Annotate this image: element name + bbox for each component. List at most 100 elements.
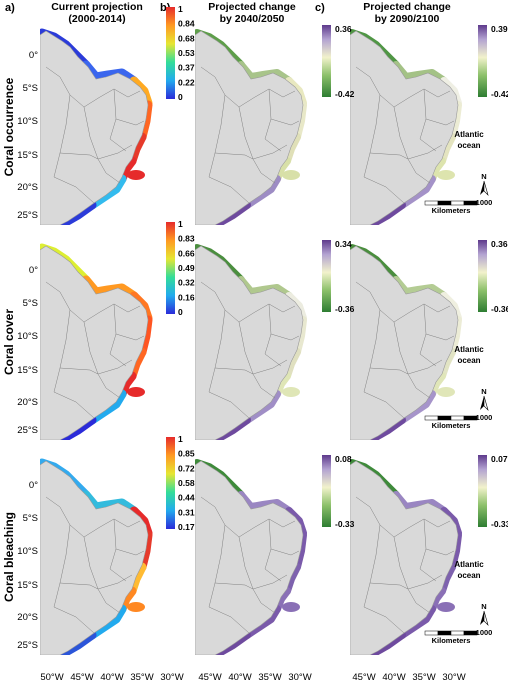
coastal-band [243,390,281,424]
state-border [264,548,282,582]
lon-label: 40°W [382,672,405,683]
map-panel-r2-c1 [40,242,155,440]
lon-label: 30°W [442,672,465,683]
state-border [59,152,99,160]
scale-bar-segment [437,630,452,636]
state-border [238,106,262,174]
ocean-label: ocean [457,356,480,365]
coastal-band [81,60,139,86]
state-border [415,602,431,614]
scale-bar-segment [450,415,465,421]
row-label-1: Coral occurrence [2,77,16,176]
colorbar-tick: 0.49 [178,263,195,273]
state-border [264,333,282,367]
colorbar-current [166,222,175,314]
abrolhos-bank [127,387,145,397]
coastal-band [243,175,281,209]
state-border [419,548,437,582]
colorbar-tick: 0.32 [178,278,195,288]
state-border [208,391,250,419]
north-arrow-icon [483,180,489,197]
colorbar-change-2090 [478,455,487,527]
lat-label: 25°S [17,640,38,651]
state-border [59,582,99,590]
state-border [363,309,381,393]
state-border [238,321,262,389]
coastal-band [237,61,293,85]
lat-label: 5°S [23,298,38,309]
state-border [113,88,145,126]
coastal-band [438,133,456,165]
land-mass [195,460,304,655]
row-label-3: Coral bleaching [2,512,16,602]
lat-label: 20°S [17,182,38,193]
coastal-band [243,605,281,639]
colorbar-tick: 0.66 [178,248,195,258]
lat-label: 5°S [23,83,38,94]
lon-label: 40°W [228,672,251,683]
colorbar-max: 0.36 [491,239,508,249]
scale-unit: Kilometers [432,636,471,645]
scale-unit: Kilometers [432,206,471,215]
lon-label: 45°W [70,672,93,683]
state-border [200,281,240,323]
land-mass [350,245,459,440]
coastal-band [398,175,436,209]
colorbar-current [166,7,175,99]
map-panel-r1-c2 [195,27,310,225]
colorbar-max: 0.36 [335,24,352,34]
colorbar-max: 0.39 [491,24,508,34]
state-border [53,606,95,634]
lat-label: 15°S [17,580,38,591]
coastal-band [87,389,127,425]
state-border [113,303,145,341]
column-title-2: Projected change [208,1,296,13]
abrolhos-bank [282,170,300,180]
state-border [415,172,431,184]
state-border [268,518,300,556]
state-border [419,333,437,367]
map-panel-r3-c2 [195,457,310,655]
state-border [423,303,455,341]
state-border [363,524,381,608]
state-border [268,88,300,126]
scale-bar-segment [450,200,465,206]
colorbar-min: -0.42 [335,89,355,99]
ocean-label: Atlantic [454,130,484,139]
lon-label: 35°W [258,672,281,683]
state-border [355,496,395,538]
colorbar-tick: 1 [178,219,183,229]
column-title-3: Projected change [363,1,451,13]
panel-letter-1: a) [5,2,15,14]
state-border [53,524,71,608]
colorbar-tick: 0 [178,307,183,317]
coastal-band [398,605,436,639]
state-border [45,496,85,538]
state-border [208,524,226,608]
state-border [208,606,250,634]
colorbar-tick: 0.85 [178,449,195,459]
colorbar-tick: 0.83 [178,234,195,244]
scale-unit: Kilometers [432,421,471,430]
state-border [97,144,133,160]
lon-label: 50°W [40,672,63,683]
lat-label: 20°S [17,397,38,408]
state-border [97,359,133,375]
scale-bar-segment [424,415,439,421]
lat-label: 0° [29,50,38,61]
state-border [45,281,85,323]
colorbar-min: -0.36 [491,304,508,314]
panel-letter-2: b) [160,2,171,14]
scale-bar-segment [437,415,452,421]
colorbar-tick: 1 [178,4,183,14]
scale-value: 1000 [476,413,493,422]
state-border [355,66,395,108]
coastal-band [438,563,456,595]
coastal-band [283,133,301,165]
state-border [393,321,417,389]
scale-bar-segment [450,630,465,636]
lon-label: 40°W [100,672,123,683]
lat-label: 10°S [17,116,38,127]
state-border [105,387,121,399]
ocean-label: ocean [457,141,480,150]
